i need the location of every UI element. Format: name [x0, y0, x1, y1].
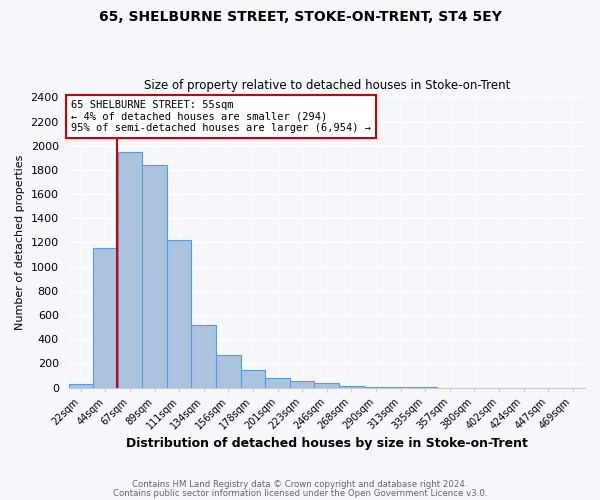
Bar: [241, 370, 265, 388]
Bar: [167, 240, 191, 388]
Bar: [191, 324, 216, 388]
Bar: [314, 383, 339, 388]
Text: Contains public sector information licensed under the Open Government Licence v3: Contains public sector information licen…: [113, 490, 487, 498]
Title: Size of property relative to detached houses in Stoke-on-Trent: Size of property relative to detached ho…: [143, 79, 510, 92]
Bar: [93, 248, 118, 388]
Text: 65, SHELBURNE STREET, STOKE-ON-TRENT, ST4 5EY: 65, SHELBURNE STREET, STOKE-ON-TRENT, ST…: [98, 10, 502, 24]
Bar: [290, 382, 314, 388]
Y-axis label: Number of detached properties: Number of detached properties: [15, 154, 25, 330]
Bar: [142, 165, 167, 388]
Text: 65 SHELBURNE STREET: 55sqm
← 4% of detached houses are smaller (294)
95% of semi: 65 SHELBURNE STREET: 55sqm ← 4% of detac…: [71, 100, 371, 133]
Bar: [364, 387, 388, 388]
Text: Contains HM Land Registry data © Crown copyright and database right 2024.: Contains HM Land Registry data © Crown c…: [132, 480, 468, 489]
Bar: [265, 378, 290, 388]
Bar: [216, 356, 241, 388]
Bar: [68, 384, 93, 388]
X-axis label: Distribution of detached houses by size in Stoke-on-Trent: Distribution of detached houses by size …: [126, 437, 528, 450]
Bar: [339, 386, 364, 388]
Bar: [118, 152, 142, 388]
